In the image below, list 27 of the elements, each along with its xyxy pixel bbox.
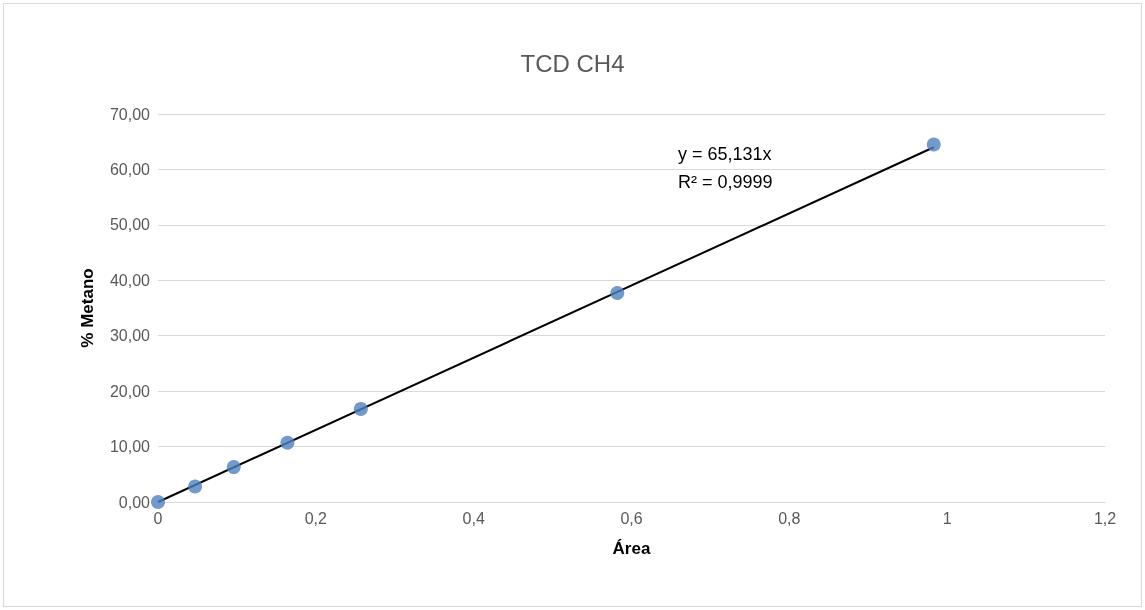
- x-tick-label: 0,8: [778, 509, 801, 527]
- point: [280, 435, 295, 450]
- y-tick-label: 40,00: [109, 271, 151, 289]
- x-tick-label: 1,2: [1093, 509, 1117, 527]
- y-axis-title: % Metano: [78, 268, 97, 348]
- y-tick-label: 20,00: [109, 382, 151, 400]
- point: [353, 401, 368, 416]
- x-axis-title: Área: [612, 539, 651, 558]
- y-tick-label: 50,00: [109, 216, 151, 234]
- annotation: y = 65,131x: [678, 144, 772, 164]
- annotation: R² = 0,9999: [678, 172, 773, 192]
- x-tick-label: 0,6: [620, 509, 643, 527]
- y-tick-label: 30,00: [109, 327, 151, 345]
- y-tick-label: 60,00: [109, 160, 151, 178]
- point: [926, 137, 941, 152]
- y-tick-label: 0,00: [118, 493, 151, 511]
- point: [610, 286, 625, 301]
- point: [188, 479, 203, 494]
- point: [151, 495, 165, 509]
- x-tick-label: 0,2: [304, 509, 328, 527]
- x-tick-label: 0,4: [462, 509, 485, 527]
- y-tick-label: 70,00: [109, 105, 151, 123]
- x-tick-label: 0: [153, 509, 163, 527]
- chart-title: TCD CH4: [520, 49, 625, 77]
- point: [226, 460, 241, 475]
- x-tick-label: 1: [942, 509, 952, 527]
- y-tick-label: 10,00: [109, 438, 151, 456]
